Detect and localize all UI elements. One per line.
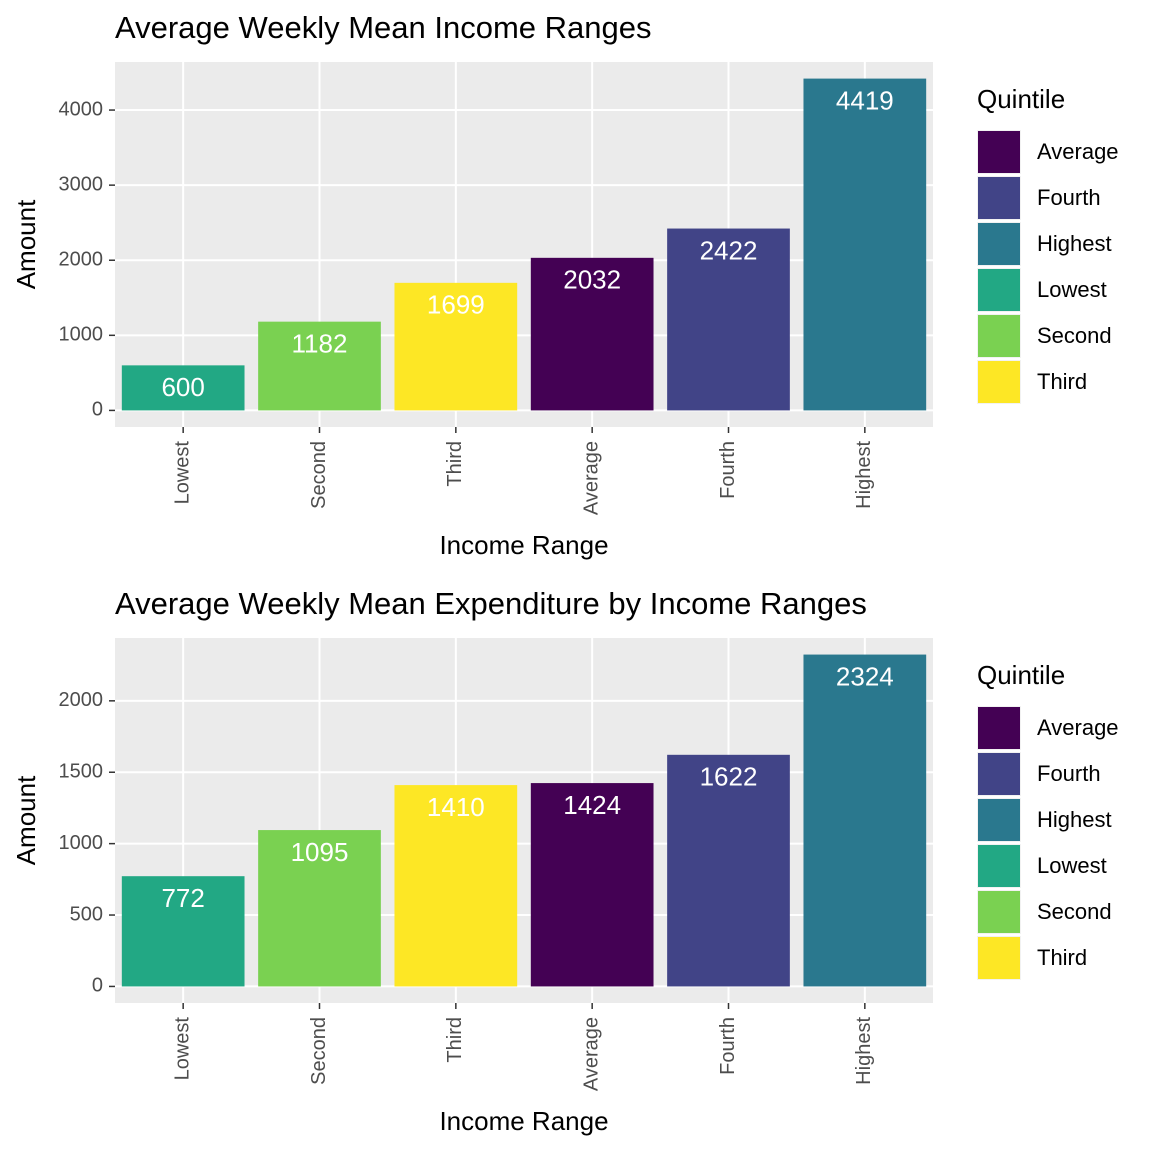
legend-label: Average: [1037, 715, 1119, 740]
legend-label: Highest: [1037, 807, 1112, 832]
y-tick-label: 0: [92, 975, 103, 997]
y-tick-label: 1000: [59, 324, 104, 346]
legend-label: Second: [1037, 899, 1112, 924]
x-tick-label: Second: [308, 1017, 330, 1085]
y-tick-label: 500: [70, 903, 103, 925]
y-tick-label: 2000: [59, 249, 104, 271]
legend-title: Quintile: [977, 660, 1065, 690]
x-axis-title: Income Range: [439, 1106, 608, 1136]
x-tick-label: Fourth: [717, 1017, 739, 1075]
legend-swatch: [978, 937, 1020, 979]
bar: [121, 876, 245, 987]
y-axis-title: Amount: [11, 199, 41, 289]
data-label: 2032: [563, 265, 621, 295]
legend-label: Average: [1037, 139, 1119, 164]
y-axis-title: Amount: [11, 775, 41, 865]
legend-swatch: [978, 845, 1020, 887]
panel: [115, 638, 933, 1003]
bar: [803, 78, 927, 411]
legend-swatch: [978, 891, 1020, 933]
legend-title: Quintile: [977, 84, 1065, 114]
legend-label: Fourth: [1037, 185, 1101, 210]
legend-swatch: [978, 799, 1020, 841]
chart-title: Average Weekly Mean Income Ranges: [115, 10, 651, 45]
bar: [121, 365, 245, 411]
bar: [394, 785, 518, 987]
bar: [667, 754, 790, 987]
legend-swatch: [978, 753, 1020, 795]
y-tick-label: 0: [92, 399, 103, 421]
legend-label: Highest: [1037, 231, 1112, 256]
y-tick-label: 2000: [59, 689, 104, 711]
x-tick-label: Lowest: [171, 441, 193, 505]
y-tick-label: 3000: [59, 173, 104, 195]
data-label: 1182: [292, 329, 348, 359]
y-tick-label: 4000: [59, 98, 104, 120]
x-axis-title: Income Range: [439, 530, 608, 560]
legend-swatch: [978, 177, 1020, 219]
legend-label: Lowest: [1037, 853, 1107, 878]
bar: [394, 282, 518, 411]
x-tick-label: Fourth: [717, 441, 739, 499]
data-label: 1622: [700, 762, 758, 792]
x-tick-label: Second: [308, 441, 330, 509]
bar: [530, 257, 654, 411]
x-tick-label: Lowest: [171, 1017, 193, 1081]
data-label: 1699: [427, 290, 485, 320]
bar: [803, 654, 927, 987]
panel: [115, 62, 933, 427]
legend-swatch: [978, 223, 1020, 265]
chart-title: Average Weekly Mean Expenditure by Incom…: [115, 586, 867, 621]
legend-swatch: [978, 131, 1020, 173]
legend-label: Lowest: [1037, 277, 1107, 302]
legend-swatch: [978, 361, 1020, 403]
legend-label: Second: [1037, 323, 1112, 348]
x-tick-label: Average: [580, 441, 602, 515]
data-label: 1095: [291, 837, 349, 867]
bar: [530, 783, 654, 987]
data-label: 2422: [700, 235, 758, 265]
x-tick-label: Average: [580, 1017, 602, 1091]
legend-label: Third: [1037, 945, 1087, 970]
legend-swatch: [978, 707, 1020, 749]
legend-swatch: [978, 269, 1020, 311]
data-label: 1424: [563, 790, 621, 820]
data-label: 4419: [836, 85, 894, 115]
bar: [258, 830, 381, 987]
y-tick-label: 1000: [59, 832, 104, 854]
legend-label: Fourth: [1037, 761, 1101, 786]
legend-label: Third: [1037, 369, 1087, 394]
y-tick-label: 1500: [59, 761, 104, 783]
bar: [667, 228, 790, 411]
x-tick-label: Third: [444, 441, 466, 487]
x-tick-label: Highest: [853, 1017, 875, 1085]
bar: [258, 321, 381, 411]
data-label: 600: [161, 372, 204, 402]
data-label: 772: [161, 883, 204, 913]
x-tick-label: Highest: [853, 441, 875, 509]
data-label: 2324: [836, 661, 894, 691]
legend-swatch: [978, 315, 1020, 357]
x-tick-label: Third: [444, 1017, 466, 1063]
data-label: 1410: [427, 792, 485, 822]
